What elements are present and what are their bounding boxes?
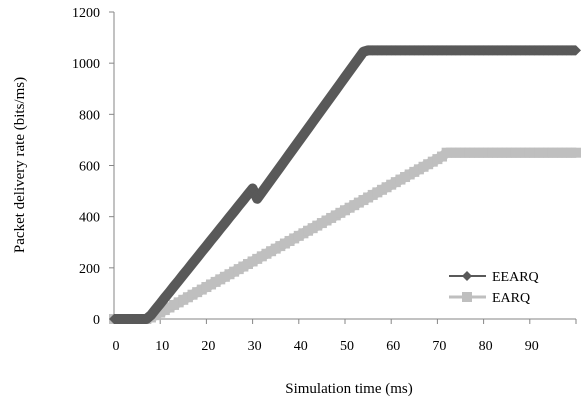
legend-label: EEARQ xyxy=(492,270,539,285)
data-point xyxy=(210,229,221,240)
data-point xyxy=(349,59,360,70)
data-point xyxy=(284,148,295,159)
data-point xyxy=(261,180,272,191)
data-point xyxy=(187,258,198,269)
data-point xyxy=(353,53,364,64)
x-tick-label: 20 xyxy=(201,339,215,354)
data-point xyxy=(321,97,332,108)
y-tick-label: 1000 xyxy=(72,57,100,72)
x-axis-title: Simulation time (ms) xyxy=(285,381,413,397)
data-point xyxy=(238,195,249,206)
data-point xyxy=(330,85,341,96)
data-point xyxy=(242,189,253,200)
data-point xyxy=(169,281,180,292)
data-point xyxy=(201,241,212,252)
x-tick-label: 90 xyxy=(525,339,539,354)
data-point xyxy=(192,252,203,263)
y-ticks: 0 200 400 600 800 1000 1200 xyxy=(72,6,114,328)
y-tick-label: 400 xyxy=(79,211,100,226)
legend-item-earq: EARQ xyxy=(449,291,530,306)
data-point xyxy=(303,123,314,134)
data-point xyxy=(289,142,300,153)
data-point xyxy=(196,246,207,257)
x-ticks: 0 10 20 30 40 50 60 70 80 90 xyxy=(113,319,577,354)
legend: EEARQ EARQ xyxy=(449,270,539,306)
data-point xyxy=(206,235,217,246)
data-point xyxy=(571,147,581,158)
data-point xyxy=(275,161,286,172)
x-tick-label: 70 xyxy=(432,339,446,354)
y-tick-label: 0 xyxy=(93,313,100,328)
legend-item-eearq: EEARQ xyxy=(449,270,539,285)
data-point xyxy=(233,200,244,211)
data-point xyxy=(219,218,230,229)
y-tick-label: 800 xyxy=(79,108,100,123)
data-point xyxy=(173,275,184,286)
legend-label: EARQ xyxy=(492,291,530,306)
data-point xyxy=(316,104,327,115)
data-point xyxy=(312,110,323,121)
series-eearq xyxy=(109,45,581,324)
data-point xyxy=(293,136,304,147)
series-layer xyxy=(109,45,581,324)
data-point xyxy=(335,78,346,89)
x-tick-label: 80 xyxy=(479,339,493,354)
data-point xyxy=(164,287,175,298)
data-point xyxy=(252,193,263,204)
x-tick-label: 50 xyxy=(340,339,354,354)
data-point xyxy=(229,206,240,217)
legend-diamond-marker xyxy=(462,271,472,281)
data-point xyxy=(279,155,290,166)
data-point xyxy=(344,65,355,76)
data-point xyxy=(145,310,156,321)
legend-square-marker xyxy=(462,292,472,302)
data-point xyxy=(326,91,337,102)
y-axis-title: Packet delivery rate (bits/ms) xyxy=(12,77,28,253)
data-point xyxy=(256,187,267,198)
data-point xyxy=(182,264,193,275)
data-point xyxy=(155,298,166,309)
x-tick-label: 30 xyxy=(248,339,262,354)
data-point xyxy=(340,72,350,83)
x-tick-label: 60 xyxy=(386,339,400,354)
data-point xyxy=(298,129,309,140)
y-tick-label: 600 xyxy=(79,160,100,175)
y-tick-label: 200 xyxy=(79,262,100,277)
data-point xyxy=(266,174,277,185)
data-point xyxy=(224,212,235,223)
data-point xyxy=(307,117,318,128)
data-point xyxy=(571,45,581,56)
data-point xyxy=(247,183,258,194)
data-point xyxy=(150,304,161,315)
data-point xyxy=(215,223,226,234)
y-tick-label: 1200 xyxy=(72,6,100,21)
data-point xyxy=(159,292,170,303)
x-tick-label: 10 xyxy=(155,339,169,354)
data-point xyxy=(178,269,189,280)
data-point xyxy=(270,168,281,179)
x-tick-label: 40 xyxy=(294,339,308,354)
x-tick-label: 0 xyxy=(113,339,120,354)
